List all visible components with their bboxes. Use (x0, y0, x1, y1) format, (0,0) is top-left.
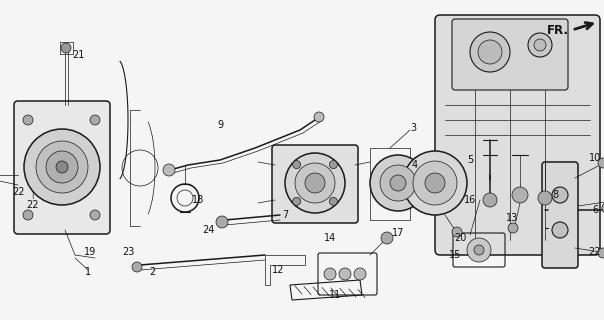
Text: 3: 3 (410, 123, 416, 133)
Text: 22: 22 (26, 200, 38, 210)
Circle shape (552, 222, 568, 238)
Circle shape (23, 115, 33, 125)
Circle shape (602, 202, 604, 214)
Circle shape (314, 112, 324, 122)
Circle shape (354, 268, 366, 280)
Bar (370, 148, 410, 220)
Text: 22: 22 (11, 187, 24, 197)
Circle shape (528, 33, 552, 57)
Circle shape (305, 173, 325, 193)
Text: |: | (31, 191, 33, 198)
Circle shape (474, 245, 484, 255)
Circle shape (413, 161, 457, 205)
Circle shape (380, 165, 416, 201)
Circle shape (56, 161, 68, 173)
Circle shape (23, 210, 33, 220)
Text: 21: 21 (72, 50, 84, 60)
Text: 19: 19 (84, 247, 96, 257)
Text: FR.: FR. (547, 23, 569, 36)
Text: 2: 2 (149, 267, 155, 277)
Text: 15: 15 (449, 250, 461, 260)
Circle shape (329, 197, 338, 205)
Circle shape (425, 173, 445, 193)
Text: 10: 10 (589, 153, 601, 163)
Circle shape (90, 210, 100, 220)
FancyBboxPatch shape (542, 162, 578, 268)
Text: 12: 12 (272, 265, 284, 275)
Circle shape (292, 197, 301, 205)
Text: 7: 7 (282, 210, 288, 220)
Text: 13: 13 (506, 213, 518, 223)
Circle shape (467, 238, 491, 262)
Circle shape (508, 223, 518, 233)
Circle shape (24, 129, 100, 205)
Text: 23: 23 (122, 247, 134, 257)
Circle shape (216, 216, 228, 228)
Circle shape (534, 39, 546, 51)
Circle shape (598, 248, 604, 258)
Circle shape (390, 175, 406, 191)
Circle shape (285, 153, 345, 213)
Text: 24: 24 (202, 225, 214, 235)
Circle shape (470, 32, 510, 72)
Text: 9: 9 (217, 120, 223, 130)
Text: 11: 11 (329, 290, 341, 300)
Circle shape (381, 232, 393, 244)
Text: 5: 5 (467, 155, 473, 165)
Text: 1: 1 (85, 267, 91, 277)
Circle shape (452, 227, 462, 237)
Circle shape (339, 268, 351, 280)
Circle shape (163, 164, 175, 176)
Text: 22: 22 (589, 247, 601, 257)
Circle shape (46, 151, 78, 183)
Text: 16: 16 (464, 195, 476, 205)
Circle shape (292, 161, 301, 169)
Text: 8: 8 (552, 190, 558, 200)
Circle shape (538, 191, 552, 205)
Circle shape (61, 43, 71, 53)
Text: 18: 18 (192, 195, 204, 205)
FancyBboxPatch shape (14, 101, 110, 234)
Circle shape (552, 187, 568, 203)
FancyBboxPatch shape (435, 15, 600, 255)
Circle shape (483, 193, 497, 207)
Text: 20: 20 (454, 233, 466, 243)
Text: 4: 4 (412, 160, 418, 170)
Text: 14: 14 (324, 233, 336, 243)
Text: 17: 17 (392, 228, 404, 238)
Circle shape (370, 155, 426, 211)
Circle shape (478, 40, 502, 64)
FancyBboxPatch shape (272, 145, 358, 223)
Circle shape (512, 187, 528, 203)
Text: 6: 6 (592, 205, 598, 215)
Circle shape (329, 161, 338, 169)
FancyBboxPatch shape (452, 19, 568, 90)
Circle shape (36, 141, 88, 193)
Circle shape (403, 151, 467, 215)
Circle shape (132, 262, 142, 272)
Circle shape (324, 268, 336, 280)
Circle shape (90, 115, 100, 125)
Circle shape (598, 158, 604, 168)
Circle shape (295, 163, 335, 203)
